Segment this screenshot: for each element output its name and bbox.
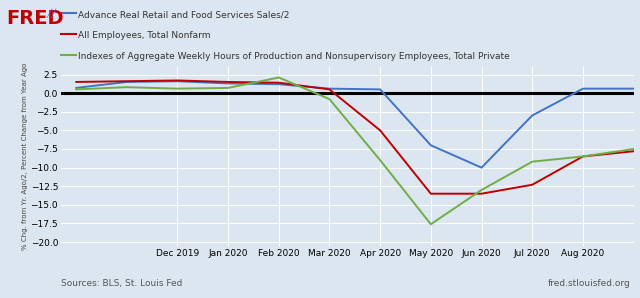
Text: Indexes of Aggregate Weekly Hours of Production and Nonsupervisory Employees, To: Indexes of Aggregate Weekly Hours of Pro…	[78, 52, 510, 61]
Text: ╱╱: ╱╱	[46, 9, 56, 18]
Text: Advance Real Retail and Food Services Sales/2: Advance Real Retail and Food Services Sa…	[78, 10, 289, 19]
Text: FRED: FRED	[6, 9, 64, 28]
Text: fred.stlouisfed.org: fred.stlouisfed.org	[548, 279, 630, 288]
Y-axis label: % Chg. from Yr. Ago/2, Percent Change from Year Ago: % Chg. from Yr. Ago/2, Percent Change fr…	[22, 63, 28, 250]
Text: Sources: BLS, St. Louis Fed: Sources: BLS, St. Louis Fed	[61, 279, 182, 288]
Text: All Employees, Total Nonfarm: All Employees, Total Nonfarm	[78, 31, 211, 40]
